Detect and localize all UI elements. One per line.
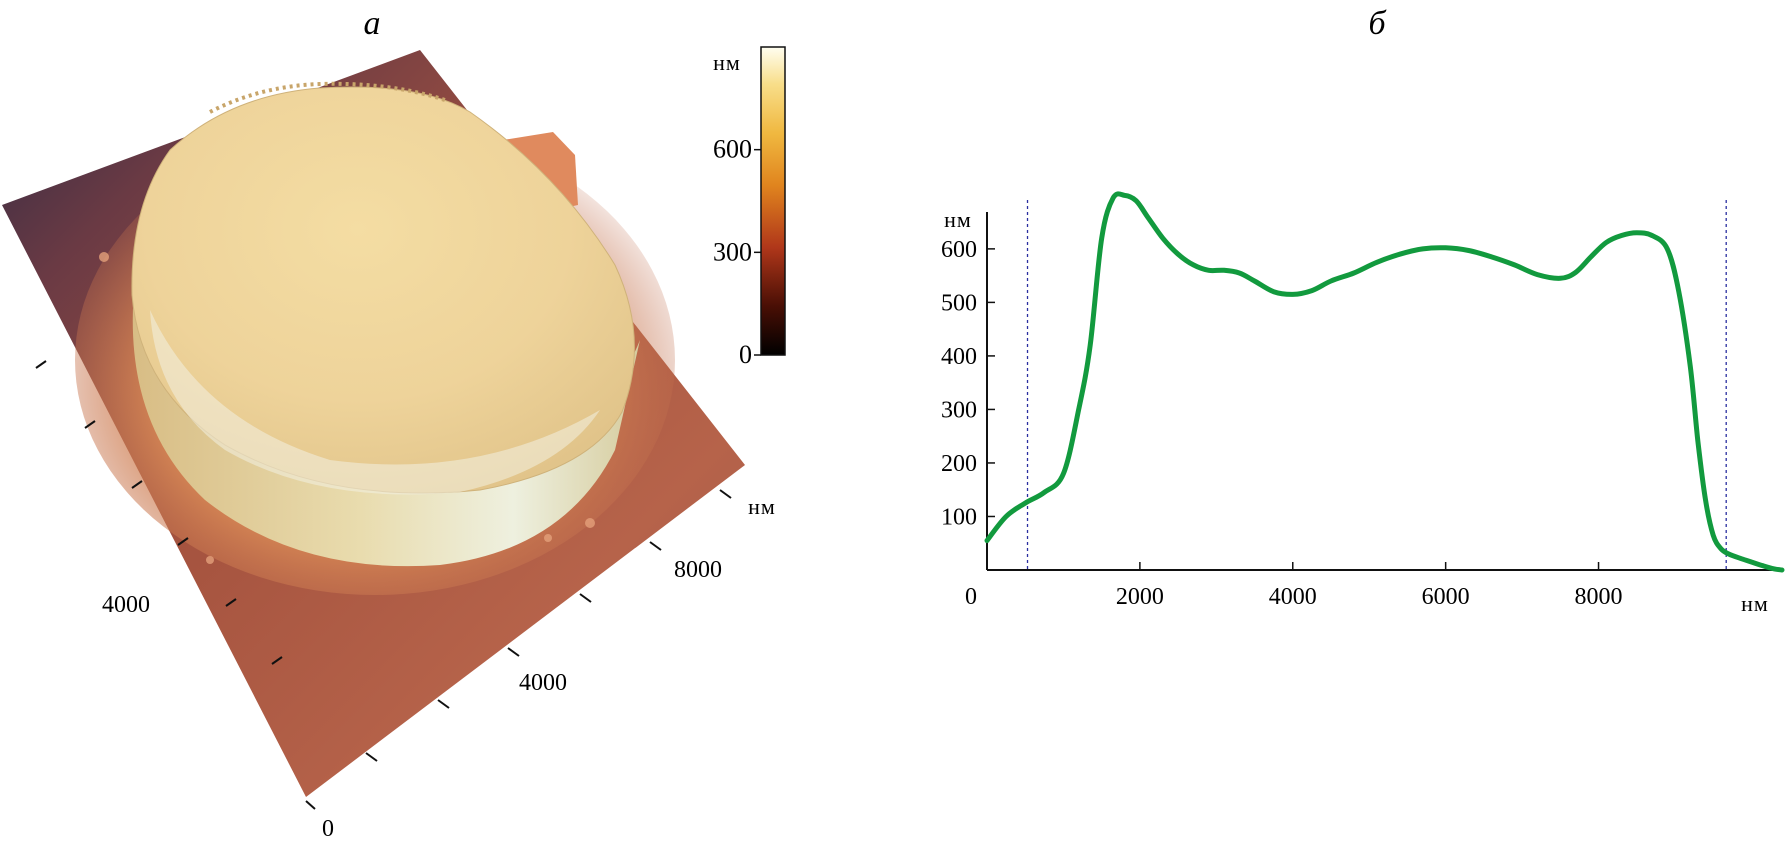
afm-y-tick [177, 537, 189, 546]
afm-bump [99, 252, 109, 262]
afm-particle-rim [209, 81, 446, 114]
profile-y-unit: нм [944, 207, 972, 232]
afm-bump [585, 518, 595, 528]
colorbar-unit: нм [713, 50, 741, 75]
afm-x-tick [507, 647, 520, 657]
colorbar: нм 0 300 600 [713, 46, 786, 369]
afm-origin-label: 0 [322, 816, 334, 842]
profile-series-line [984, 191, 1785, 573]
panel-b-label: б [1368, 5, 1387, 42]
afm-y-tick [84, 420, 96, 429]
afm-x-tick [437, 699, 450, 709]
afm-x-tick-label: 8000 [674, 557, 722, 583]
afm-bump [544, 534, 552, 542]
profile-y-tick-label: 600 [941, 237, 977, 263]
afm-y-tick [271, 656, 283, 665]
colorbar-tick-label: 0 [739, 340, 752, 369]
afm-y-axis [35, 360, 316, 810]
profile-x-tick-label: 0 [965, 584, 977, 610]
profile-x-unit: нм [1741, 591, 1769, 616]
profile-y-tick-label: 100 [941, 504, 977, 530]
afm-x-tick [579, 593, 592, 603]
afm-x-unit: нм [748, 494, 776, 519]
afm-x-tick [365, 752, 378, 762]
panel-a-label: а [364, 5, 381, 42]
afm-x-tick [649, 541, 662, 551]
profile-cursors [1026, 200, 1727, 570]
colorbar-tick-label: 600 [713, 135, 752, 164]
afm-surface-3d [2, 50, 745, 797]
afm-y-tick [131, 480, 143, 489]
profile-y-tick-label: 500 [941, 290, 977, 316]
afm-x-axis [365, 489, 732, 762]
afm-particle-shading [150, 310, 600, 495]
profile-x-tick-label: 4000 [1269, 584, 1317, 610]
colorbar-tick-label: 300 [713, 237, 752, 266]
afm-particle-wall [132, 280, 640, 567]
profile-y-tick-label: 200 [941, 451, 977, 477]
colorbar-gradient [760, 46, 786, 356]
afm-x-tick [719, 489, 732, 499]
afm-y-tick-label: 4000 [102, 592, 150, 618]
profile-x-tick-label: 8000 [1575, 584, 1623, 610]
panel-a: а [2, 5, 786, 842]
afm-y-tick [305, 800, 316, 810]
profile-y-tick-label: 300 [941, 397, 977, 423]
afm-y-tick [225, 598, 237, 607]
afm-y-tick [35, 360, 47, 369]
afm-particle-top [131, 86, 635, 494]
profile-y-tick-label: 400 [941, 344, 977, 370]
profile-x-tick-label: 2000 [1116, 584, 1164, 610]
profile-x-tick-label: 6000 [1422, 584, 1470, 610]
afm-bump [206, 556, 214, 564]
colorbar-ticks: 0 300 600 [713, 135, 761, 369]
afm-x-tick-label: 4000 [519, 670, 567, 696]
